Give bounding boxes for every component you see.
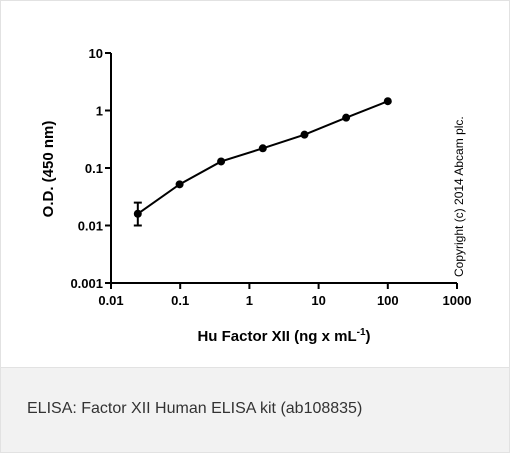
y-tick-label: 0.1: [85, 161, 103, 176]
x-tick-label: 1: [246, 293, 253, 308]
chart: O.D. (450 nm) Hu Factor XII (ng x mL-1) …: [40, 46, 472, 345]
y-tick-label: 1: [96, 104, 103, 119]
x-axis-title-end: ): [366, 328, 371, 345]
x-tick-label: 0.01: [98, 293, 123, 308]
data-point: [133, 209, 142, 218]
x-axis-title: Hu Factor XII (ng x mL-1): [197, 327, 370, 345]
data-point: [258, 144, 267, 153]
data-point: [217, 157, 226, 166]
caption: ELISA: Factor XII Human ELISA kit (ab108…: [1, 367, 509, 452]
data-point: [175, 180, 184, 189]
series-line: [137, 100, 389, 215]
x-axis-title-sup: -1: [357, 327, 366, 338]
copyright: Copyright (c) 2014 Abcam plc.: [452, 116, 466, 277]
x-tick-label: 100: [377, 293, 399, 308]
y-tick-label: 0.01: [78, 219, 103, 234]
data-point: [342, 113, 351, 122]
x-tick-label: 1000: [443, 293, 472, 308]
data-point: [300, 130, 309, 139]
y-tick-label: 10: [89, 46, 103, 61]
y-tick-label: 0.001: [70, 276, 103, 291]
x-tick-label: 10: [311, 293, 325, 308]
data-point: [383, 97, 392, 106]
x-tick-label: 0.1: [171, 293, 189, 308]
y-axis-title: O.D. (450 nm): [40, 121, 57, 218]
x-axis-title-main: Hu Factor XII (ng x mL: [197, 328, 356, 345]
